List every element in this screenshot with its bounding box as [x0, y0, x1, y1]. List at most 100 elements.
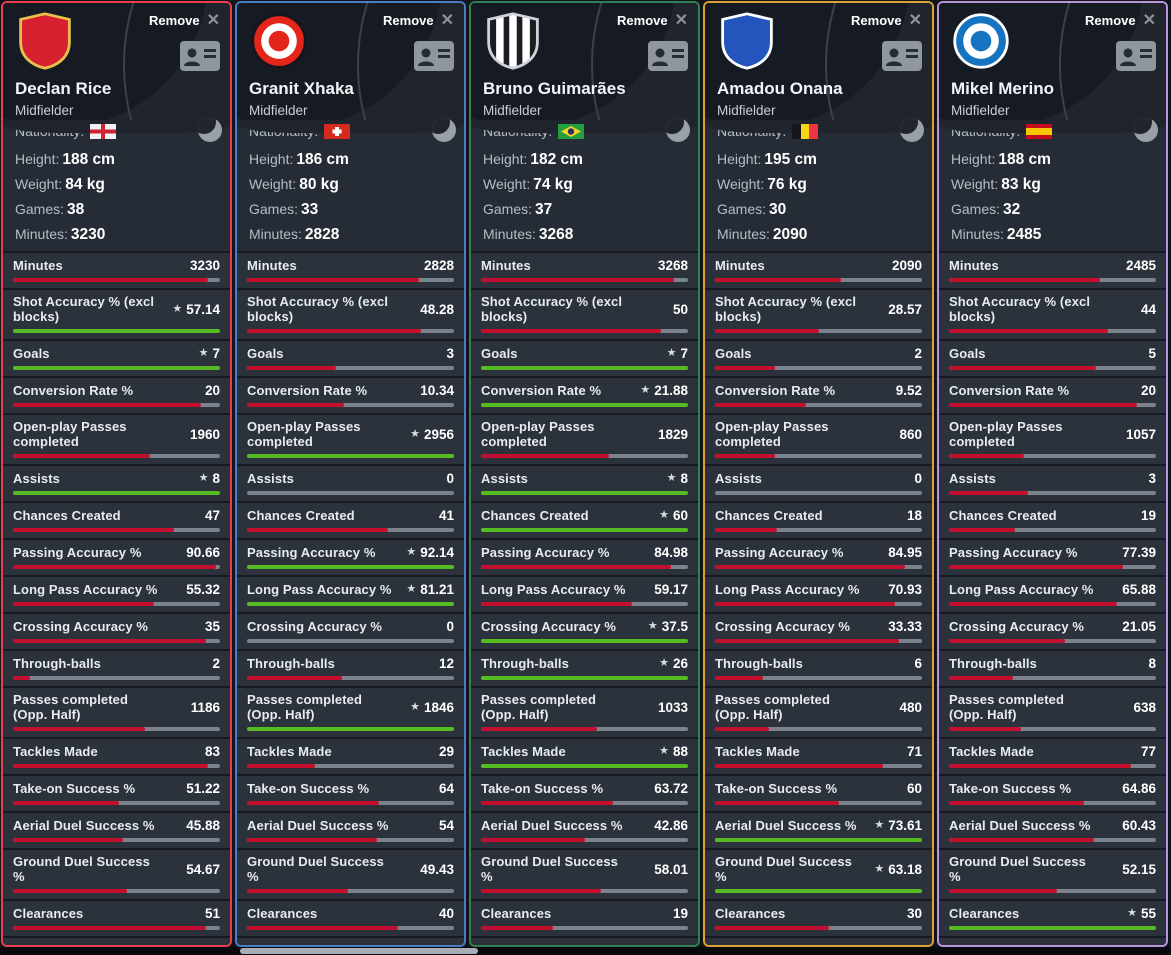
stat-bar [481, 454, 688, 458]
horizontal-scrollbar[interactable] [0, 947, 1171, 955]
stat-row: Passing Accuracy % 77.39 [939, 540, 1166, 575]
stat-bar [13, 639, 220, 643]
stat-value: 50 [672, 301, 688, 317]
stat-bar-fill [247, 454, 454, 458]
stat-bar [13, 454, 220, 458]
stat-value: 30 [906, 905, 922, 921]
visibility-icon[interactable] [198, 118, 222, 142]
header-swoosh-overlay [939, 120, 1166, 133]
stat-row: Long Pass Accuracy % 55.32 [3, 577, 230, 612]
stat-value: 1186 [190, 699, 220, 715]
stat-value: 57.14 [186, 301, 220, 317]
stat-bar-fill [481, 926, 554, 930]
remove-button[interactable]: Remove ✕ [149, 11, 220, 29]
visibility-icon[interactable] [900, 118, 924, 142]
stat-row: Chances Created 41 [237, 503, 464, 538]
player-id-card-button[interactable] [648, 41, 688, 76]
player-id-card-button[interactable] [414, 41, 454, 76]
weight-label: Weight: [717, 176, 765, 192]
stat-bar [715, 565, 922, 569]
minutes-row: Minutes: 3268 [471, 222, 698, 247]
stat-value: 2 [212, 655, 220, 671]
stat-label: Shot Accuracy % (excl blocks) [247, 294, 389, 324]
stat-label: Long Pass Accuracy % [715, 581, 860, 597]
stat-value: 480 [899, 699, 922, 715]
stat-bar [13, 491, 220, 495]
height-row: Height: 188 cm [939, 147, 1166, 172]
stat-label: Goals [13, 345, 50, 361]
horizontal-scrollbar-thumb[interactable] [240, 948, 478, 954]
stat-bar-fill [481, 838, 585, 842]
stat-row: Goals ★ 7 [3, 341, 230, 376]
stat-row: Shot Accuracy % (excl blocks) 44 [939, 290, 1166, 339]
stat-bar [481, 602, 688, 606]
stat-bar [949, 366, 1156, 370]
player-card-5: Remove ✕ Mikel Merino Midfielder Nationa… [937, 1, 1168, 947]
remove-button[interactable]: Remove ✕ [851, 11, 922, 29]
stat-row: Conversion Rate % 20 [939, 378, 1166, 413]
stat-label: Through-balls [247, 655, 335, 671]
stat-bar [949, 454, 1156, 458]
stat-label: Passing Accuracy % [247, 544, 376, 560]
close-icon[interactable]: ✕ [206, 11, 220, 29]
stat-bar [715, 528, 922, 532]
weight-value: 76 kg [767, 176, 807, 193]
stat-bar-fill [481, 727, 597, 731]
close-icon[interactable]: ✕ [440, 11, 454, 29]
player-id-card-button[interactable] [1116, 41, 1156, 76]
visibility-icon[interactable] [666, 118, 690, 142]
stat-value: 3268 [657, 257, 688, 273]
stat-value: 0 [446, 618, 454, 634]
stat-bar-fill [715, 565, 906, 569]
stat-label: Shot Accuracy % (excl blocks) [13, 294, 155, 324]
stat-label: Passes completed (Opp. Half) [13, 692, 129, 722]
visibility-icon[interactable] [432, 118, 456, 142]
stat-row: Ground Duel Success % ★ 63.18 [705, 850, 932, 899]
player-position: Midfielder [951, 103, 1010, 118]
stat-bar-fill [715, 403, 807, 407]
visibility-icon[interactable] [1134, 118, 1158, 142]
player-card-3: Remove ✕ Bruno Guimarães Midfielder Nati… [469, 1, 700, 947]
stat-bar-fill [481, 491, 688, 495]
close-icon[interactable]: ✕ [674, 11, 688, 29]
stat-label: Open-play Passes completed [715, 419, 829, 449]
stat-bar-fill [247, 926, 399, 930]
player-id-card-button[interactable] [882, 41, 922, 76]
stat-row: Open-play Passes completed ★ 2956 [237, 415, 464, 464]
close-icon[interactable]: ✕ [1142, 11, 1156, 29]
stat-bar-fill [949, 889, 1057, 893]
stat-label: Long Pass Accuracy % [949, 581, 1094, 597]
stat-label: Take-on Success % [13, 780, 136, 796]
close-icon[interactable]: ✕ [908, 11, 922, 29]
remove-button[interactable]: Remove ✕ [617, 11, 688, 29]
stat-label: Aerial Duel Success % [949, 817, 1091, 833]
stat-row: Long Pass Accuracy % 70.93 [705, 577, 932, 612]
stat-value: 48.28 [420, 301, 454, 317]
stat-bar-fill [949, 727, 1022, 731]
stat-bar [247, 528, 454, 532]
stat-row: Assists 0 [237, 466, 464, 501]
stat-row: Interceptions 16 [939, 938, 1166, 945]
stat-bar-fill [481, 676, 688, 680]
stat-value: 70.93 [888, 581, 922, 597]
stat-label: Crossing Accuracy % [949, 618, 1085, 634]
stat-bar [481, 639, 688, 643]
stat-label: Conversion Rate % [247, 382, 368, 398]
arsenal-crest [15, 11, 75, 71]
games-value: 32 [1003, 201, 1021, 218]
remove-button[interactable]: Remove ✕ [1085, 11, 1156, 29]
stat-value: 49.43 [420, 861, 454, 877]
stat-bar [13, 329, 220, 333]
minutes-row: Minutes: 2090 [705, 222, 932, 247]
player-id-card-button[interactable] [180, 41, 220, 76]
nationality-row: Nationality: [237, 118, 464, 147]
stat-row: Ground Duel Success % 52.15 [939, 850, 1166, 899]
remove-button[interactable]: Remove ✕ [383, 11, 454, 29]
height-label: Height: [483, 151, 528, 167]
header-swoosh-overlay [471, 120, 698, 133]
card-header: Remove ✕ Declan Rice Midfielder [3, 3, 230, 121]
stat-bar-fill [247, 801, 380, 805]
stat-bar [949, 639, 1156, 643]
stat-bar [481, 528, 688, 532]
stat-bar-fill [13, 565, 216, 569]
